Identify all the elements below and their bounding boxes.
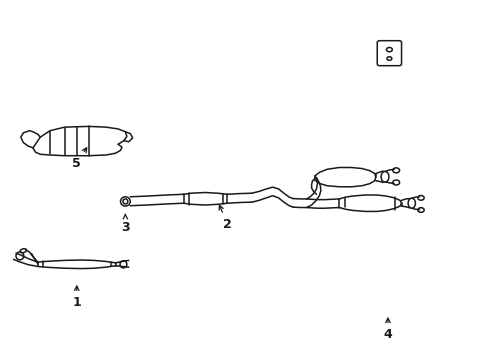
Text: 2: 2 — [219, 205, 231, 230]
Text: 5: 5 — [72, 148, 86, 170]
Text: 1: 1 — [72, 286, 81, 309]
Text: 3: 3 — [121, 215, 129, 234]
Text: 4: 4 — [383, 318, 391, 341]
